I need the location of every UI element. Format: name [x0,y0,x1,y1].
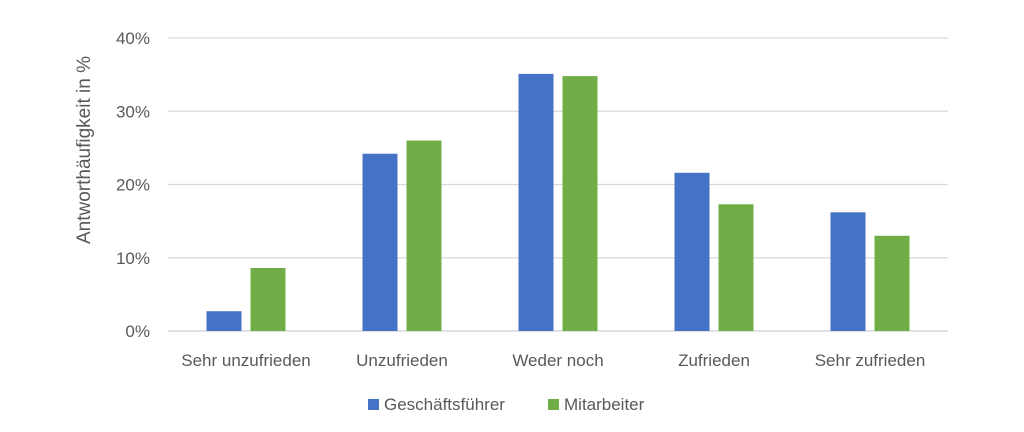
y-tick-label: 20% [116,176,150,195]
bar-geschaeftsfuehrer-3 [674,172,710,331]
y-axis-tick-labels: 0% 10% 20% 30% 40% [116,29,150,341]
x-tick-label: Sehr zufrieden [815,351,926,370]
legend-label: Mitarbeiter [564,395,645,414]
bar-mitarbeiter-0 [250,268,286,331]
legend-swatch [548,399,559,410]
y-tick-label: 40% [116,29,150,48]
legend-swatch [368,399,379,410]
x-axis-tick-labels: Sehr unzufrieden Unzufrieden Weder noch Zuf… [181,351,925,370]
y-tick-label: 30% [116,102,150,121]
x-tick-label: Sehr unzufrieden [181,351,310,370]
bar-mitarbeiter-2 [562,76,598,331]
bar-mitarbeiter-4 [874,235,910,331]
legend-label: Geschäftsführer [384,395,505,414]
bars [206,73,910,331]
bar-geschaeftsfuehrer-4 [830,212,866,331]
bar-mitarbeiter-1 [406,140,442,331]
bar-geschaeftsfuehrer-0 [206,311,242,331]
bar-geschaeftsfuehrer-1 [362,153,398,331]
gridlines [168,37,948,332]
x-tick-label: Zufrieden [678,351,750,370]
legend: Geschäftsführer Mitarbeiter [368,395,645,414]
y-axis-title: Antworthäufigkeit in % [74,56,95,244]
bar-geschaeftsfuehrer-2 [518,73,554,331]
x-tick-label: Unzufrieden [356,351,448,370]
x-tick-label: Weder noch [512,351,603,370]
y-tick-label: 0% [125,322,150,341]
bar-mitarbeiter-3 [718,204,754,331]
y-tick-label: 10% [116,249,150,268]
